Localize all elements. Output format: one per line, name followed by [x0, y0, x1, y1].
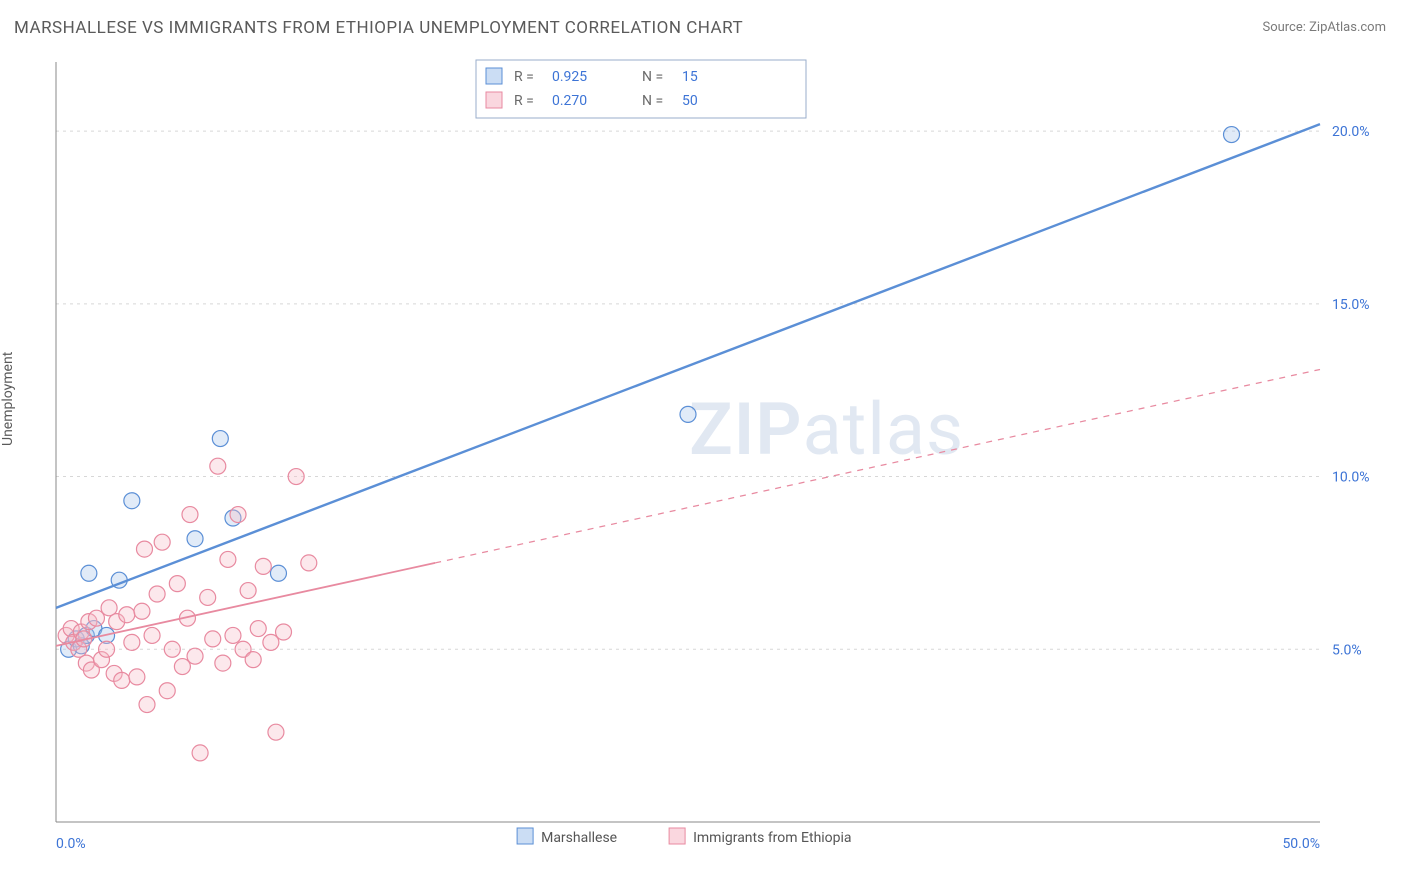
point-ethiopia	[182, 507, 198, 523]
point-ethiopia	[159, 683, 175, 699]
svg-text:N =: N =	[642, 69, 663, 85]
point-ethiopia	[301, 555, 317, 571]
point-ethiopia	[240, 583, 256, 599]
svg-text:50.0%: 50.0%	[1282, 836, 1320, 852]
scatter-chart: 5.0% 10.0% 15.0% 20.0% 0.0% 50.0% ZIPatlas R = 0…	[46, 52, 1392, 856]
y-tick: 10.0%	[1332, 470, 1370, 486]
point-ethiopia	[215, 655, 231, 671]
point-ethiopia	[288, 469, 304, 485]
legend-bottom-label: Immigrants from Ethiopia	[693, 830, 851, 846]
axes	[56, 62, 1320, 822]
point-ethiopia	[149, 586, 165, 602]
legend-correlation: R = 0.925 N = 15 R = 0.270 N = 50	[476, 60, 806, 118]
point-marshallese	[81, 565, 97, 581]
svg-text:N =: N =	[642, 93, 663, 109]
svg-text:15.0%: 15.0%	[1332, 297, 1370, 313]
point-ethiopia	[210, 458, 226, 474]
y-axis-label: Unemployment	[0, 352, 16, 446]
series-marshallese	[61, 127, 1240, 658]
svg-text:R =: R =	[514, 69, 534, 85]
point-marshallese	[680, 406, 696, 422]
point-ethiopia	[99, 641, 115, 657]
point-ethiopia	[250, 621, 266, 637]
point-ethiopia	[255, 558, 271, 574]
legend-swatch	[486, 92, 502, 108]
point-marshallese	[187, 531, 203, 547]
y-tick: 15.0%	[1332, 297, 1370, 313]
legend-series: Marshallese Immigrants from Ethiopia	[517, 828, 851, 846]
y-tick: 5.0%	[1332, 642, 1362, 658]
chart-container: 5.0% 10.0% 15.0% 20.0% 0.0% 50.0% ZIPatlas R = 0…	[46, 52, 1392, 856]
point-ethiopia	[154, 534, 170, 550]
svg-text:0.925: 0.925	[552, 69, 587, 85]
y-tick: 20.0%	[1332, 124, 1370, 140]
chart-title: MARSHALLESE VS IMMIGRANTS FROM ETHIOPIA …	[14, 18, 743, 38]
point-ethiopia	[187, 648, 203, 664]
point-ethiopia	[139, 697, 155, 713]
point-ethiopia	[276, 624, 292, 640]
svg-text:20.0%: 20.0%	[1332, 124, 1370, 140]
series-ethiopia	[58, 458, 317, 761]
point-ethiopia	[124, 634, 140, 650]
point-ethiopia	[245, 652, 261, 668]
svg-text:0.0%: 0.0%	[56, 836, 86, 852]
legend-bottom-swatch	[517, 828, 533, 844]
plot-area: 5.0% 10.0% 15.0% 20.0% 0.0% 50.0% ZIPatlas R = 0…	[56, 60, 1370, 852]
point-ethiopia	[230, 507, 246, 523]
trend-marshallese	[56, 124, 1320, 608]
svg-text:5.0%: 5.0%	[1332, 642, 1362, 658]
point-ethiopia	[119, 607, 135, 623]
gridlines	[56, 131, 1320, 649]
legend-bottom-label: Marshallese	[541, 830, 617, 846]
svg-text:0.270: 0.270	[552, 93, 587, 109]
point-ethiopia	[129, 669, 145, 685]
point-ethiopia	[164, 641, 180, 657]
point-ethiopia	[134, 603, 150, 619]
point-marshallese	[1224, 127, 1240, 143]
point-ethiopia	[205, 631, 221, 647]
source-label: Source: ZipAtlas.com	[1262, 20, 1386, 35]
x-tick: 50.0%	[1282, 836, 1320, 852]
legend-bottom-swatch	[669, 828, 685, 844]
point-ethiopia	[136, 541, 152, 557]
point-marshallese	[212, 431, 228, 447]
svg-text:15: 15	[682, 69, 698, 85]
point-ethiopia	[114, 672, 130, 688]
watermark: ZIPatlas	[689, 387, 964, 472]
point-ethiopia	[220, 551, 236, 567]
svg-text:R =: R =	[514, 93, 534, 109]
point-ethiopia	[200, 589, 216, 605]
point-marshallese	[124, 493, 140, 509]
x-tick: 0.0%	[56, 836, 86, 852]
svg-text:10.0%: 10.0%	[1332, 470, 1370, 486]
point-ethiopia	[169, 576, 185, 592]
svg-text:50: 50	[682, 93, 698, 109]
point-ethiopia	[225, 627, 241, 643]
point-ethiopia	[144, 627, 160, 643]
point-ethiopia	[268, 724, 284, 740]
point-ethiopia	[192, 745, 208, 761]
legend-swatch	[486, 68, 502, 84]
point-marshallese	[270, 565, 286, 581]
